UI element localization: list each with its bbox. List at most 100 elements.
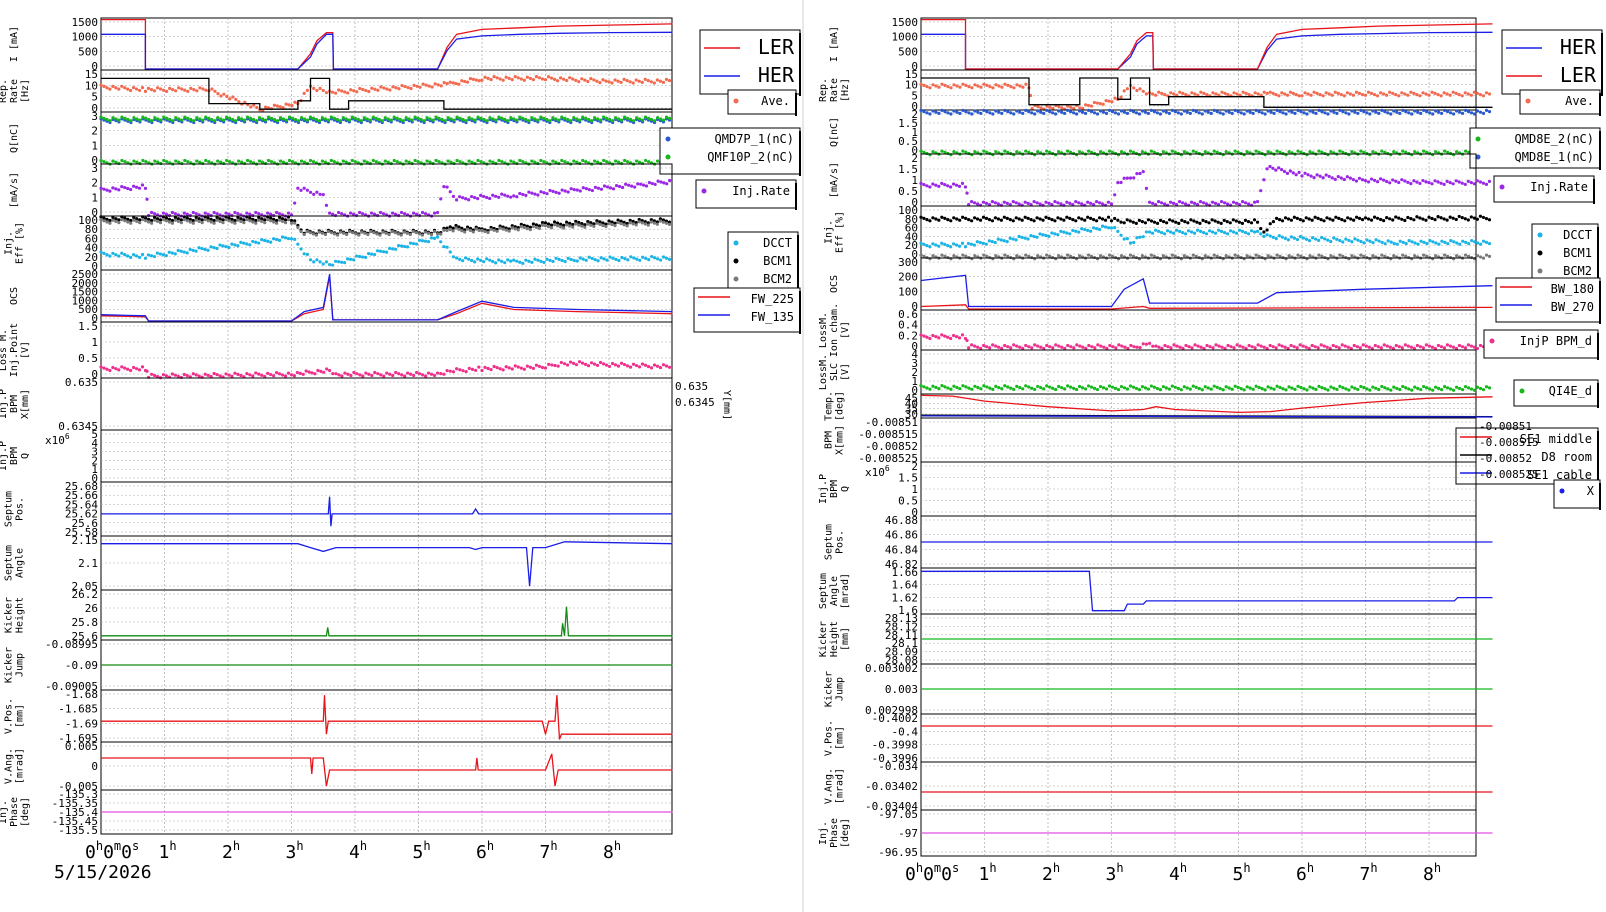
- data-point: [1146, 218, 1151, 222]
- data-point: [1178, 345, 1182, 349]
- data-point: [114, 367, 118, 371]
- data-point: [629, 117, 633, 122]
- y-axis-label: I [mA]: [829, 26, 840, 62]
- data-point: [985, 254, 989, 258]
- data-point: [461, 196, 465, 200]
- data-point: [943, 110, 947, 114]
- data-point: [531, 224, 536, 229]
- data-point: [530, 159, 534, 163]
- data-point: [428, 117, 432, 121]
- data-point: [135, 217, 139, 221]
- data-point: [158, 87, 163, 91]
- data-point: [1386, 239, 1390, 243]
- data-point: [530, 260, 534, 264]
- data-point: [515, 161, 519, 166]
- data-point: [263, 218, 267, 222]
- data-point: [1038, 202, 1042, 206]
- data-point: [1012, 387, 1016, 391]
- data-point: [131, 252, 136, 257]
- y-tick-label: 15: [85, 68, 98, 81]
- data-point: [1084, 103, 1088, 107]
- data-point: [1388, 90, 1392, 94]
- data-point: [1214, 92, 1218, 96]
- legend: Inj.Rate: [1493, 175, 1595, 204]
- data-point: [1217, 344, 1221, 348]
- data-point: [572, 159, 576, 163]
- data-point: [1344, 237, 1348, 241]
- data-point: [138, 161, 142, 166]
- data-point: [171, 88, 175, 92]
- data-point: [644, 256, 648, 261]
- data-point: [1305, 388, 1309, 392]
- data-point: [1297, 170, 1301, 174]
- data-point: [1275, 149, 1279, 153]
- data-point: [321, 262, 325, 266]
- y-tick-label: 1: [911, 174, 918, 187]
- data-point: [293, 237, 297, 241]
- y-tick-label: 25.64: [65, 498, 98, 511]
- data-point: [559, 222, 563, 226]
- y-axis-label-line: V.Ang.: [4, 748, 15, 784]
- data-point: [637, 160, 642, 164]
- data-point: [1222, 218, 1226, 222]
- data-point: [111, 251, 115, 255]
- data-point: [1397, 345, 1401, 349]
- data-point: [1307, 346, 1311, 351]
- y-axis-label: Kicker Jump: [4, 647, 26, 683]
- data-point: [637, 220, 641, 224]
- data-point: [601, 223, 605, 228]
- data-point: [1463, 253, 1468, 257]
- data-point: [1409, 345, 1413, 349]
- data-point: [448, 369, 452, 373]
- data-point: [1391, 346, 1395, 351]
- data-point: [287, 158, 292, 163]
- y-axis-label-line: Loss M.: [0, 329, 9, 371]
- data-point: [961, 108, 965, 112]
- data-point: [1098, 109, 1103, 113]
- y-tick-label: 1.5: [898, 472, 918, 485]
- data-point: [164, 374, 169, 378]
- data-point: [577, 80, 581, 84]
- data-point: [1272, 387, 1276, 391]
- data-point: [931, 182, 935, 186]
- y-tick-label: 0: [911, 196, 918, 209]
- legend-label: InjP BPM_d: [1520, 334, 1592, 348]
- data-point: [1138, 346, 1142, 350]
- y-tick-label: 1: [911, 483, 918, 496]
- data-point: [987, 239, 991, 243]
- data-point: [1144, 230, 1149, 234]
- data-point: [1008, 236, 1012, 240]
- data-point: [1179, 388, 1183, 392]
- data-point: [1446, 254, 1450, 258]
- data-point: [1425, 386, 1429, 390]
- data-point: [1106, 226, 1111, 230]
- data-point: [1092, 386, 1097, 390]
- data-point: [203, 372, 207, 376]
- data-point: [298, 371, 302, 376]
- data-point: [1392, 385, 1396, 389]
- data-point: [1286, 217, 1291, 221]
- data-point: [1057, 150, 1061, 154]
- data-point: [1442, 91, 1446, 95]
- data-point: [503, 193, 507, 197]
- data-point: [440, 117, 444, 122]
- data-point: [1198, 221, 1202, 225]
- data-point: [1033, 112, 1037, 116]
- data-point: [533, 160, 537, 164]
- data-point: [108, 218, 112, 223]
- y-tick-label: 1: [91, 336, 98, 349]
- data-point: [407, 160, 411, 164]
- data-point: [362, 116, 366, 120]
- data-point: [180, 161, 184, 166]
- data-point: [575, 117, 579, 121]
- data-point: [1406, 344, 1410, 348]
- data-point: [367, 89, 371, 94]
- y-axis-label-line: Jump: [15, 653, 26, 677]
- series-HER: [101, 31, 673, 70]
- data-point: [646, 160, 651, 164]
- data-point: [1329, 109, 1333, 113]
- data-point: [661, 218, 666, 222]
- data-point: [206, 219, 210, 223]
- data-point: [445, 82, 449, 86]
